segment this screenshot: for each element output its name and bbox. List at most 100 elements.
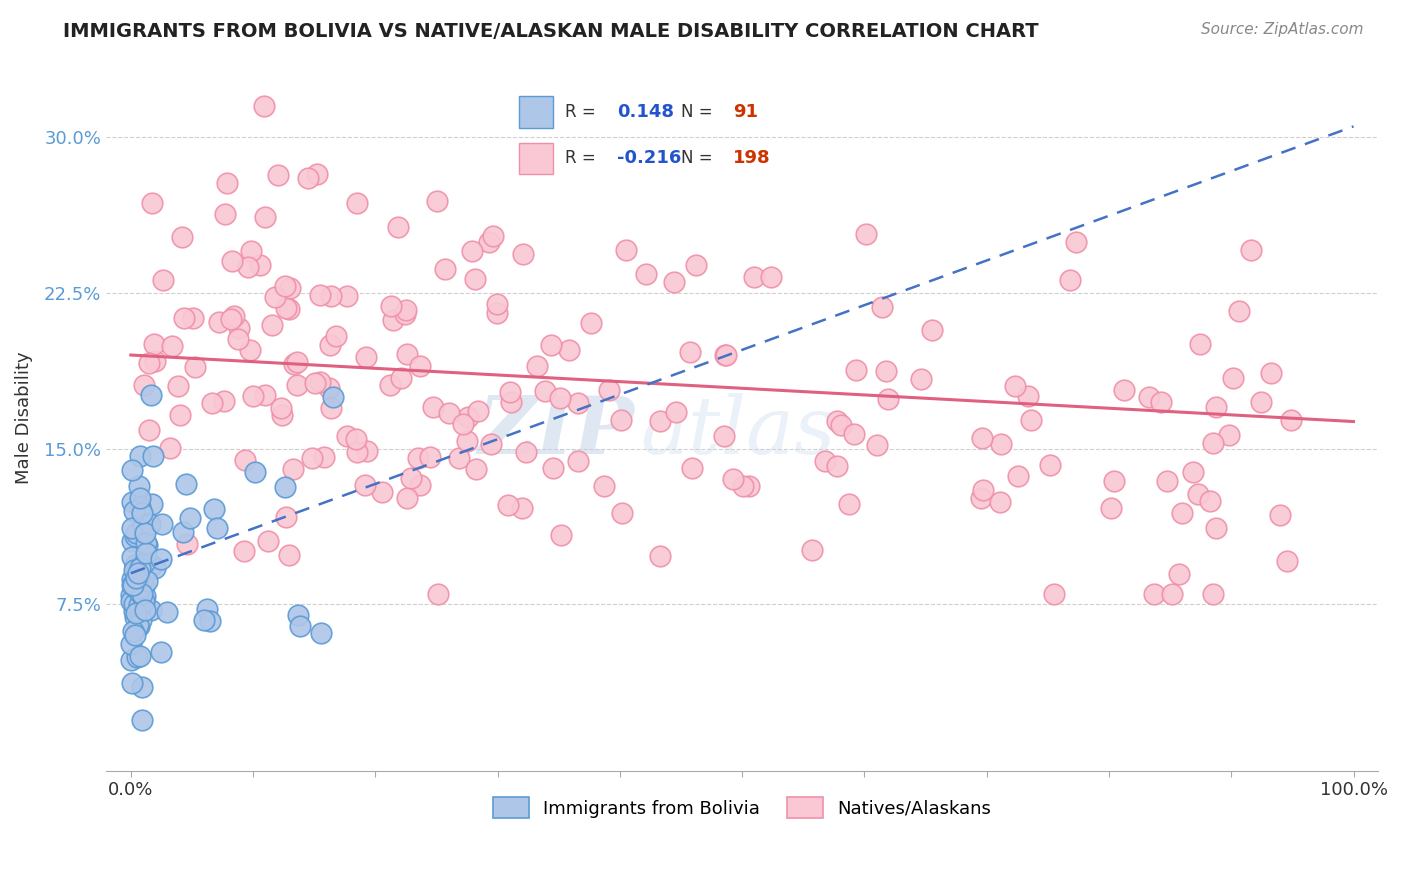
Point [346,196,368,211]
Point [467,404,489,418]
Point [1182,465,1205,479]
Point [134,556,156,570]
Point [141,497,163,511]
Point [124,558,146,573]
Point [318,338,340,352]
Point [344,432,367,446]
Point [285,355,308,369]
Point [548,392,571,406]
Point [1059,273,1081,287]
Text: IMMIGRANTS FROM BOLIVIA VS NATIVE/ALASKAN MALE DISABILITY CORRELATION CHART: IMMIGRANTS FROM BOLIVIA VS NATIVE/ALASKA… [63,22,1039,41]
Point [121,549,143,564]
Point [132,594,155,608]
Point [122,624,145,638]
Point [1043,587,1066,601]
Point [356,444,378,458]
Point [221,253,243,268]
Point [226,332,249,346]
Point [128,604,150,618]
Point [278,302,301,317]
Point [125,567,148,582]
Point [682,460,704,475]
Point [239,343,262,357]
Point [838,497,860,511]
Point [1156,474,1178,488]
Point [125,526,148,541]
Point [464,271,486,285]
Point [242,389,264,403]
Point [842,426,865,441]
Point [273,279,295,293]
Point [354,478,377,492]
Point [921,323,943,337]
Point [464,462,486,476]
Point [742,269,765,284]
Point [409,359,432,373]
Point [236,260,259,274]
Point [160,339,183,353]
Point [278,281,301,295]
Point [141,603,163,617]
Point [233,453,256,467]
Point [1112,383,1135,397]
Point [193,613,215,627]
Point [288,619,311,633]
Text: atlas: atlas [640,392,835,470]
Point [501,395,523,409]
Point [319,401,342,415]
Point [685,258,707,272]
Point [274,301,297,315]
Point [1187,487,1209,501]
Point [322,390,344,404]
Point [650,549,672,563]
Point [1167,566,1189,581]
Point [121,463,143,477]
Point [679,345,702,359]
Point [262,318,284,332]
Point [598,384,620,398]
Point [263,290,285,304]
Point [184,359,207,374]
Point [127,559,149,574]
Point [733,478,755,492]
Point [713,348,735,362]
Point [127,618,149,632]
Point [120,588,142,602]
Point [131,713,153,727]
Point [422,401,444,415]
Point [346,445,368,459]
Point [447,451,470,466]
Point [136,538,159,552]
Point [305,167,328,181]
Point [312,450,335,464]
Point [129,561,152,575]
Point [1275,553,1298,567]
Point [512,501,534,516]
Point [274,480,297,494]
Point [150,552,173,566]
Point [876,392,898,406]
Point [274,510,297,524]
Point [131,680,153,694]
Point [249,258,271,272]
Point [486,297,509,311]
Point [1021,413,1043,427]
Point [558,343,581,357]
Point [1064,235,1087,249]
Point [128,585,150,599]
Point [121,578,143,592]
Point [825,414,848,428]
Point [141,558,163,572]
Point [453,417,475,432]
Point [370,485,392,500]
Point [486,305,509,319]
Point [134,589,156,603]
Point [1250,394,1272,409]
Point [1004,378,1026,392]
Point [129,449,152,463]
Point [855,227,877,241]
Point [515,445,537,459]
Point [124,606,146,620]
Point [378,378,401,392]
Point [1199,494,1222,508]
